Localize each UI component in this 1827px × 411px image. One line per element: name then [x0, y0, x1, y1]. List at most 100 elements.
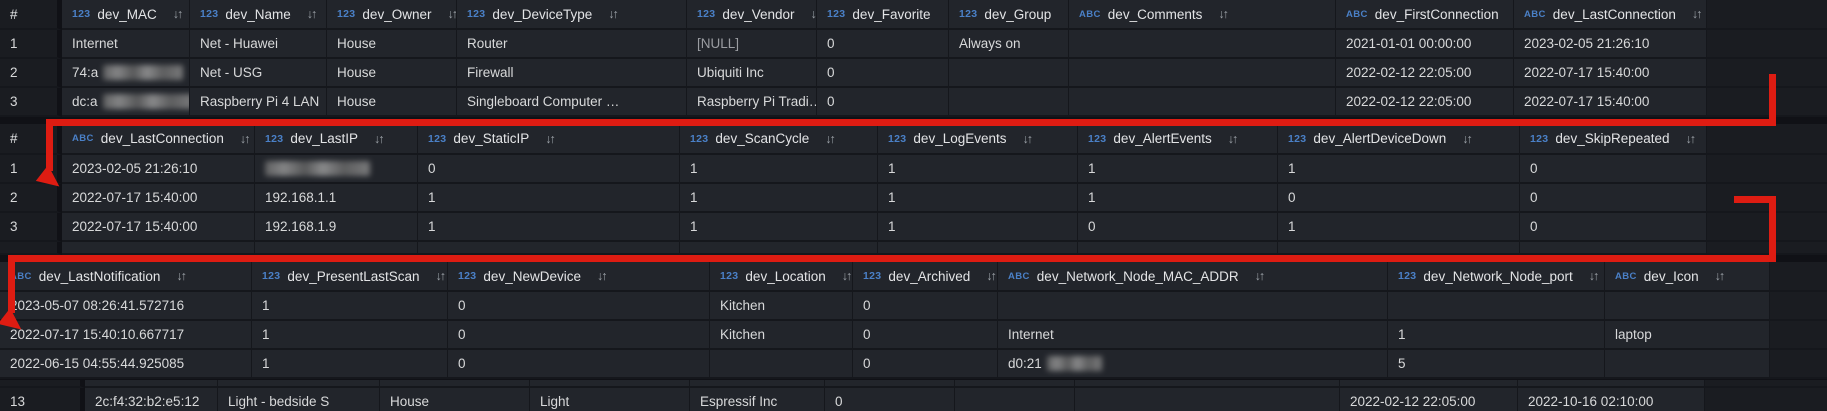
column-header-dev_MAC[interactable]: 123 dev_MAC ↓↑ [62, 0, 190, 30]
column-header-dev_Network_Node_port[interactable]: 123 dev_Network_Node_port ↓↑ [1388, 262, 1605, 292]
column-header-dev_Archived[interactable]: 123 dev_Archived ↓↑ [853, 262, 998, 292]
column-label: dev_LastIP [290, 131, 358, 146]
sort-icon[interactable]: ↓↑ [435, 269, 446, 283]
cell-dev_Comments [1069, 30, 1336, 59]
sort-icon[interactable]: ↓↑ [596, 269, 607, 283]
cell-row_index: 2 [0, 184, 62, 213]
cell-filler [1707, 213, 1827, 242]
sort-icon[interactable]: ↓↑ [1254, 269, 1265, 283]
field-type-number-icon: 123 [72, 8, 91, 20]
sort-icon[interactable]: ↓↑ [1218, 7, 1228, 21]
column-label: dev_DeviceType [492, 6, 593, 22]
column-header-dev_Group[interactable]: 123 dev_Group ↓↑ [949, 0, 1069, 30]
sort-icon[interactable]: ↓↑ [1227, 131, 1238, 146]
sort-icon[interactable]: ↓↑ [1685, 131, 1696, 146]
column-label: dev_LogEvents [913, 131, 1007, 146]
header-filler [1707, 124, 1827, 155]
column-header-dev_AlertEvents[interactable]: 123 dev_AlertEvents ↓↑ [1078, 124, 1278, 155]
sort-icon[interactable]: ↓↑ [176, 269, 186, 283]
cell-dev_Favorite: 0 [817, 59, 949, 88]
field-type-string-icon: ABC [1524, 8, 1546, 20]
cell-dev_NewDevice: 0 [448, 321, 710, 350]
column-header-dev_Location[interactable]: 123 dev_Location ↓↑ [710, 262, 853, 292]
cell-dev_Vendor: Espressif Inc [690, 388, 825, 411]
cell-filler [1707, 59, 1827, 88]
cell-dev_Group: Always on [949, 30, 1069, 59]
cell-dev_ScanCycle: 1 [680, 155, 878, 184]
column-header-dev_PresentLastScan[interactable]: 123 dev_PresentLastScan ↓↑ [252, 262, 448, 292]
sort-icon[interactable]: ↓↑ [1588, 269, 1599, 283]
sort-icon[interactable]: ↓↑ [306, 7, 317, 21]
sort-icon[interactable]: ↓↑ [841, 269, 852, 283]
column-label: dev_StaticIP [453, 131, 530, 146]
cell-dev_Vendor: Ubiquiti Inc [687, 59, 817, 88]
sort-icon[interactable]: ↓↑ [608, 7, 618, 21]
sort-icon[interactable]: ↓↑ [986, 269, 996, 283]
column-label: dev_Name [225, 6, 291, 22]
sort-icon[interactable]: ↓↑ [1714, 269, 1725, 283]
cell-filler [1707, 88, 1827, 117]
cell-dev_Group [955, 388, 1075, 411]
column-label: dev_Vendor [722, 6, 795, 22]
column-header-dev_ScanCycle[interactable]: 123 dev_ScanCycle ↓↑ [680, 124, 878, 155]
column-header-dev_LastNotification[interactable]: ABC dev_LastNotification ↓↑ [0, 262, 252, 292]
devices-table-fragment-2: # ABC dev_LastConnection ↓↑ 123 dev_LastIP ↓↑ 1… [0, 124, 1827, 255]
cell-sliver [878, 242, 1078, 255]
column-label: dev_Favorite [852, 6, 931, 22]
column-header-dev_Favorite[interactable]: 123 dev_Favorite ↓↑ [817, 0, 949, 30]
column-header-dev_NewDevice[interactable]: 123 dev_NewDevice ↓↑ [448, 262, 710, 292]
annotation-arrow-segment [46, 119, 1776, 126]
cell-dev_LastConnection: 2022-07-17 15:40:00 [1514, 59, 1707, 88]
column-label: dev_LastNotification [38, 268, 161, 284]
cell-filler [1770, 292, 1827, 321]
sort-icon[interactable]: ↓↑ [1462, 131, 1472, 146]
sort-icon[interactable]: ↓↑ [810, 7, 816, 21]
cell-dev_Network_Node_MAC_ADDR [998, 292, 1388, 321]
column-header-dev_LastConnection[interactable]: ABC dev_LastConnection ↓↑ [62, 124, 255, 155]
cell-dev_Name: Raspberry Pi 4 LAN [190, 88, 327, 117]
sort-icon[interactable]: ↓↑ [172, 7, 183, 21]
column-header-dev_Owner[interactable]: 123 dev_Owner ↓↑ [327, 0, 457, 30]
column-header-dev_StaticIP[interactable]: 123 dev_StaticIP ↓↑ [418, 124, 680, 155]
cell-dev_LastNotification: 2022-07-17 15:40:10.667717 [0, 321, 252, 350]
cell-dev_AlertDeviceDown: 1 [1278, 155, 1520, 184]
column-header-dev_Comments[interactable]: ABC dev_Comments ↓↑ [1069, 0, 1336, 30]
cell-filler [1707, 155, 1827, 184]
cell-dev_DeviceType: Light [530, 388, 690, 411]
column-header-dev_Vendor[interactable]: 123 dev_Vendor ↓↑ [687, 0, 817, 30]
cell-sliver [1707, 242, 1827, 255]
column-header-dev_LastIP[interactable]: 123 dev_LastIP ↓↑ [255, 124, 418, 155]
column-header-row_index: # [0, 0, 62, 30]
cell-sliver [530, 380, 690, 388]
column-header-dev_Network_Node_MAC_ADDR[interactable]: ABC dev_Network_Node_MAC_ADDR ↓↑ [998, 262, 1388, 292]
sort-icon[interactable]: ↓↑ [373, 131, 384, 146]
sort-icon[interactable]: ↓↑ [1691, 7, 1702, 21]
cell-dev_Network_Node_port [1388, 292, 1605, 321]
cell-dev_Archived: 0 [853, 292, 998, 321]
column-header-dev_DeviceType[interactable]: 123 dev_DeviceType ↓↑ [457, 0, 687, 30]
sort-icon[interactable]: ↓↑ [1067, 7, 1068, 21]
column-header-dev_Icon[interactable]: ABC dev_Icon ↓↑ [1605, 262, 1770, 292]
sort-icon[interactable]: ↓↑ [545, 131, 555, 146]
field-type-number-icon: 123 [888, 132, 907, 145]
sort-icon[interactable]: ↓↑ [447, 7, 456, 21]
devices-table-fragment-4: 13 2c:f4:32:b2:e5:12 Light - bedside S Hous… [0, 380, 1827, 411]
cell-dev_Network_Node_MAC_ADDR: Internet [998, 321, 1388, 350]
cell-dev_DeviceType: Router [457, 30, 687, 59]
cell-dev_Archived: 0 [853, 350, 998, 379]
sort-icon[interactable]: ↓↑ [946, 7, 948, 21]
cell-dev_NewDevice: 0 [448, 350, 710, 379]
cell-sliver [955, 380, 1075, 388]
sort-icon[interactable]: ↓↑ [239, 131, 250, 146]
column-header-dev_AlertDeviceDown[interactable]: 123 dev_AlertDeviceDown ↓↑ [1278, 124, 1520, 155]
column-header-dev_LastConnection[interactable]: ABC dev_LastConnection ↓↑ [1514, 0, 1707, 30]
devices-table-fragment-1: #123 dev_MAC ↓↑ 123 dev_Name ↓↑ 123 dev_Owner ↓↑… [0, 0, 1827, 118]
column-header-dev_LogEvents[interactable]: 123 dev_LogEvents ↓↑ [878, 124, 1078, 155]
column-header-dev_SkipRepeated[interactable]: 123 dev_SkipRepeated ↓↑ [1520, 124, 1707, 155]
cell-filler [1707, 30, 1827, 59]
sort-icon[interactable]: ↓↑ [1022, 131, 1033, 146]
cell-dev_Network_Node_MAC_ADDR: d0:21 [998, 350, 1388, 379]
sort-icon[interactable]: ↓↑ [825, 131, 835, 146]
column-header-dev_Name[interactable]: 123 dev_Name ↓↑ [190, 0, 327, 30]
